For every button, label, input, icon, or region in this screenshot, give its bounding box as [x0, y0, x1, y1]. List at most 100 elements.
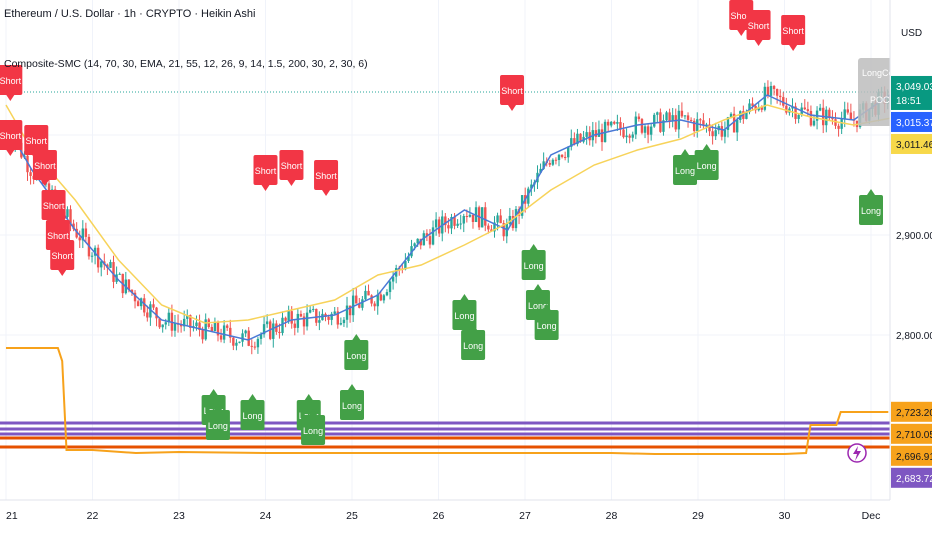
time-tick-label: 29: [692, 510, 704, 522]
candle-body: [90, 255, 94, 257]
price-label-value: 3,015.37: [896, 118, 932, 129]
candle-body: [831, 118, 834, 120]
short-signal-label: Short: [0, 65, 23, 101]
long-signal-label: Long: [461, 324, 486, 360]
candle-body: [480, 207, 484, 228]
short-signal-label: Short: [0, 120, 23, 156]
poc-label-box: [858, 58, 894, 126]
signal-text: Long: [208, 421, 228, 431]
candle-body: [330, 313, 333, 320]
signal-text: Short: [51, 251, 73, 261]
candle-body: [739, 111, 742, 120]
candle-body: [502, 223, 505, 237]
alert-lightning-icon[interactable]: [847, 443, 867, 463]
candle-body: [161, 324, 164, 328]
candle-body: [327, 316, 330, 320]
candle-body: [530, 184, 533, 189]
candle-body: [674, 115, 677, 130]
candle-body: [843, 109, 846, 120]
candle-body: [133, 292, 137, 302]
candle-body: [484, 207, 487, 226]
signal-text: Short: [0, 76, 22, 86]
candle-body: [567, 146, 570, 158]
candle-body: [29, 172, 32, 176]
price-axis-label: 3,011.46: [891, 133, 932, 154]
candle-body: [573, 138, 576, 145]
candle-body: [539, 168, 542, 173]
candle-body: [699, 119, 702, 121]
candle-body: [625, 135, 628, 138]
candle-body: [775, 89, 779, 96]
candle-body: [244, 330, 247, 334]
candle-body: [241, 333, 244, 342]
price-axis-label: 3,015.37: [891, 111, 932, 132]
candle-body: [837, 125, 840, 129]
candle-body: [459, 223, 462, 225]
candle-body: [797, 115, 800, 119]
signal-text: Short: [26, 136, 48, 146]
horizontal-levels: [0, 421, 890, 449]
candle-body: [689, 119, 693, 121]
short-signal-label: Short: [50, 240, 75, 276]
candle-body: [668, 112, 671, 122]
candle-body: [616, 122, 619, 124]
poc-label-line-2: POC: 27: [870, 95, 905, 105]
candle-body: [760, 107, 763, 110]
candle-body: [69, 209, 72, 224]
candle-body: [754, 105, 757, 111]
price-axis-label: 2,710.05: [891, 423, 932, 444]
candle-body: [348, 305, 352, 316]
candle-body: [112, 262, 115, 282]
candle-body: [75, 228, 78, 238]
candle-body: [732, 113, 736, 133]
candle-body: [490, 229, 493, 232]
signal-text: Long: [697, 161, 717, 171]
candle-body: [318, 320, 321, 323]
candle-body: [846, 109, 849, 113]
candle-body: [465, 216, 469, 218]
price-label-value: 3,011.46: [896, 140, 932, 151]
time-tick-label: 21: [6, 510, 18, 522]
candle-body: [649, 126, 653, 135]
candle-body: [493, 222, 496, 232]
candle-body: [416, 238, 419, 244]
candle-body: [653, 114, 656, 127]
candle-body: [149, 304, 152, 318]
time-tick-label: 23: [173, 510, 185, 522]
poc-label: LongCond: POC: 27: [858, 58, 906, 126]
candle-body: [312, 308, 315, 310]
signal-text: Long: [675, 166, 695, 176]
candle-body: [692, 120, 696, 132]
signal-text: Short: [281, 161, 303, 171]
candle-body: [93, 247, 97, 256]
candle-body: [619, 122, 622, 130]
candle-body: [238, 341, 241, 343]
indicator-line: [6, 347, 889, 455]
signal-text: Short: [748, 21, 770, 31]
price-axis-ticks: 2,900.00 2,800.00: [896, 231, 932, 342]
candle-body: [388, 281, 392, 293]
symbol-title[interactable]: Ethereum / U.S. Dollar · 1h · CRYPTO · H…: [4, 8, 256, 20]
candle-body: [613, 121, 616, 124]
candle-body: [222, 325, 226, 340]
candle-body: [333, 311, 336, 314]
signal-text: Short: [255, 166, 277, 176]
candle-body: [336, 311, 340, 325]
long-signal-label: Long: [205, 404, 230, 440]
signal-text: Long: [528, 301, 548, 311]
signal-text: Long: [463, 341, 483, 351]
long-signal-label: Long: [673, 149, 698, 185]
short-signal-label: Short: [781, 15, 806, 51]
time-tick-label: 30: [779, 510, 791, 522]
candle-body: [671, 115, 674, 122]
price-label-value: 3,049.03: [896, 82, 932, 93]
candle-body: [26, 155, 29, 173]
candle-body: [256, 338, 260, 348]
candle-body: [840, 119, 843, 129]
price-label-value: 2,723.20: [896, 408, 932, 419]
signal-text: Long: [346, 351, 366, 361]
signal-text: Short: [315, 171, 337, 181]
indicator-title[interactable]: Composite-SMC (14, 70, 30, EMA, 21, 55, …: [4, 58, 368, 70]
candle-body: [355, 295, 358, 304]
